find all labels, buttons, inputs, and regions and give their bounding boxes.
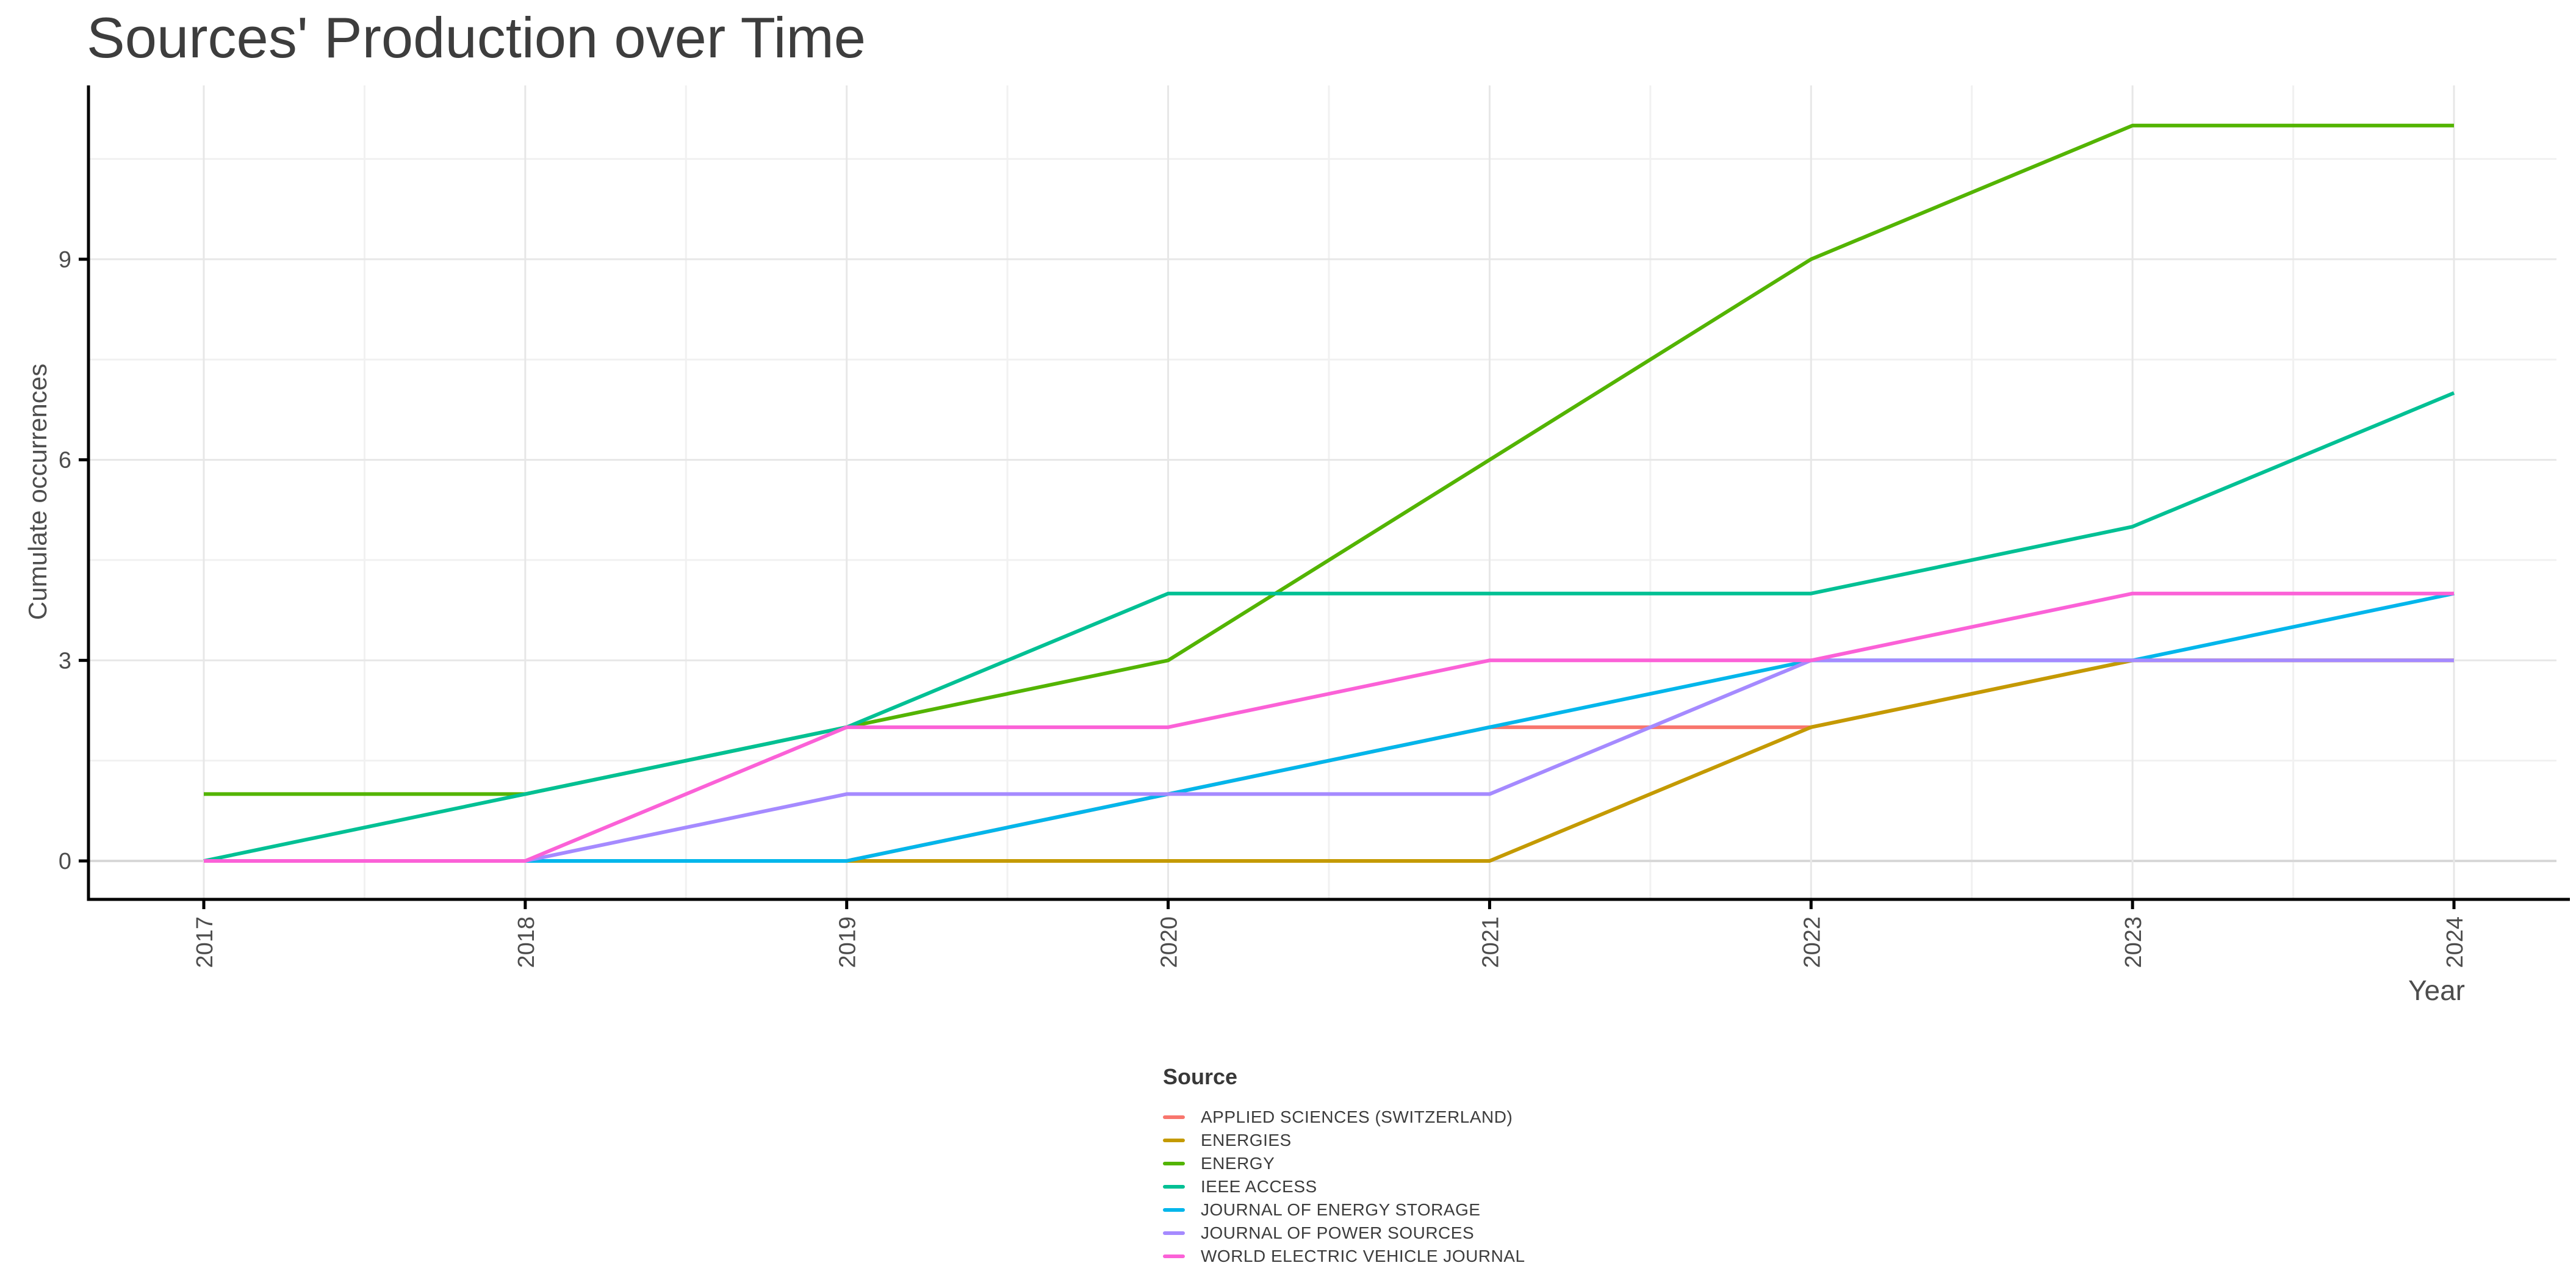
x-tick-label: 2018 [514, 916, 539, 968]
y-tick-label: 3 [59, 648, 71, 674]
legend-item: JOURNAL OF POWER SOURCES [1163, 1222, 1525, 1245]
legend-item-label: ENERGIES [1201, 1131, 1292, 1150]
legend-item: ENERGIES [1163, 1129, 1525, 1152]
x-tick-label: 2019 [835, 916, 861, 968]
legend: Source APPLIED SCIENCES (SWITZERLAND) ENE… [1163, 1064, 1525, 1268]
chart-title: Sources' Production over Time [87, 5, 866, 70]
x-tick-label: 2020 [1157, 916, 1182, 968]
x-tick-label: 2022 [1799, 916, 1825, 968]
legend-items: APPLIED SCIENCES (SWITZERLAND) ENERGIES EN… [1163, 1106, 1525, 1268]
legend-line-swatch [1163, 1162, 1185, 1165]
plot-area: 0 3 6 9 2017 2018 2019 2020 2021 2022 2023 2024 [59, 85, 2570, 968]
legend-item-label: APPLIED SCIENCES (SWITZERLAND) [1201, 1107, 1513, 1126]
y-tick-label: 0 [59, 849, 71, 874]
series-line-world-electric-vehicle-journal [204, 591, 2454, 863]
series-line-ieee-access [203, 391, 2455, 863]
legend-item-label: JOURNAL OF ENERGY STORAGE [1201, 1200, 1481, 1219]
legend-line-swatch [1163, 1208, 1185, 1212]
legend-item-label: JOURNAL OF POWER SOURCES [1201, 1223, 1475, 1242]
x-axis-title: Year [2408, 974, 2465, 1006]
x-tick-label: 2021 [1478, 916, 1503, 968]
x-tick-label: 2023 [2121, 916, 2146, 968]
x-tick-label: 2017 [192, 916, 218, 968]
legend-item-label: ENERGY [1201, 1154, 1275, 1173]
legend-line-swatch [1163, 1115, 1185, 1119]
legend-line-swatch [1163, 1231, 1185, 1235]
series-line-journal-of-power-sources [525, 658, 2454, 863]
legend-line-swatch [1163, 1254, 1185, 1258]
legend-item-label: WORLD ELECTRIC VEHICLE JOURNAL [1201, 1247, 1525, 1265]
legend-item: JOURNAL OF ENERGY STORAGE [1163, 1198, 1525, 1222]
legend-item: WORLD ELECTRIC VEHICLE JOURNAL [1163, 1245, 1525, 1268]
legend-title: Source [1163, 1064, 1238, 1089]
x-tick-label: 2024 [2442, 916, 2468, 968]
legend-item: IEEE ACCESS [1163, 1175, 1525, 1198]
y-tick-label: 6 [59, 448, 71, 473]
legend-line-swatch [1163, 1185, 1185, 1189]
legend-line-swatch [1163, 1139, 1185, 1142]
y-tick-label: 9 [59, 247, 71, 273]
y-axis-title: Cumulate occurrences [23, 363, 52, 621]
legend-item: ENERGY [1163, 1152, 1525, 1175]
legend-item: APPLIED SCIENCES (SWITZERLAND) [1163, 1106, 1525, 1129]
legend-item-label: IEEE ACCESS [1201, 1177, 1317, 1196]
